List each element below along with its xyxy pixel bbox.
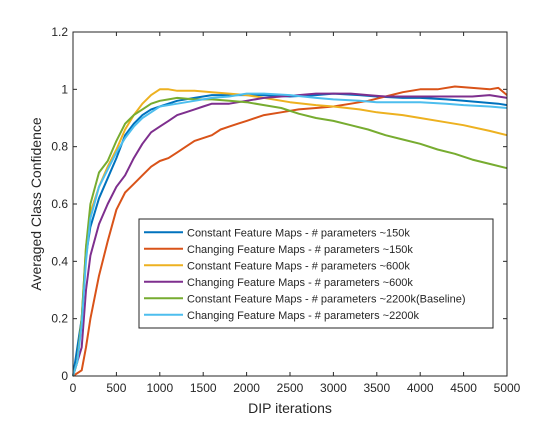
- legend-label: Constant Feature Maps - # parameters ~60…: [187, 260, 410, 272]
- legend-box: [138, 218, 494, 329]
- x-tick-label: 1000: [146, 381, 173, 395]
- x-tick-label: 4500: [450, 381, 477, 395]
- x-tick-label: 3500: [363, 381, 390, 395]
- x-tick-label: 2500: [277, 381, 304, 395]
- y-tick-label: 1.2: [51, 25, 68, 39]
- x-tick-label: 4000: [407, 381, 434, 395]
- x-tick-label: 500: [106, 381, 126, 395]
- legend: Constant Feature Maps - # parameters ~15…: [138, 218, 494, 329]
- y-tick-label: 0.4: [51, 254, 68, 268]
- series-line-6: [72, 92, 508, 377]
- legend-label: Changing Feature Maps - # parameters ~60…: [187, 277, 413, 289]
- legend-label: Constant Feature Maps - # parameters ~15…: [187, 227, 410, 239]
- x-tick-label: 2000: [233, 381, 260, 395]
- ticks-layer: 0 500 1000 1500 2000 2500 3000 3500 4000 4500 5000…: [51, 25, 520, 395]
- series-line-1: [72, 92, 508, 377]
- legend-label: Changing Feature Maps - # parameters ~15…: [187, 244, 413, 256]
- y-tick-label: 0.2: [51, 312, 68, 326]
- y-tick-label: 0.6: [51, 197, 68, 211]
- series-line-2: [72, 85, 508, 377]
- x-tick-label: 3000: [320, 381, 347, 395]
- x-tick-label: 1500: [190, 381, 217, 395]
- legend-label: Changing Feature Maps - # parameters ~22…: [187, 310, 420, 322]
- series-layer: [72, 85, 508, 377]
- y-tick-label: 0.8: [51, 140, 68, 154]
- legend-label: Constant Feature Maps - # parameters ~22…: [187, 293, 466, 305]
- x-tick-label: 5000: [494, 381, 521, 395]
- series-line-4: [72, 92, 508, 377]
- y-tick-label: 0: [61, 369, 68, 383]
- series-line-5: [72, 96, 508, 377]
- x-tick-label: 0: [70, 381, 77, 395]
- x-axis-label: DIP iterations: [248, 400, 332, 416]
- y-tick-label: 1: [61, 82, 68, 96]
- y-axis-label: Averaged Class Confidence: [28, 117, 44, 291]
